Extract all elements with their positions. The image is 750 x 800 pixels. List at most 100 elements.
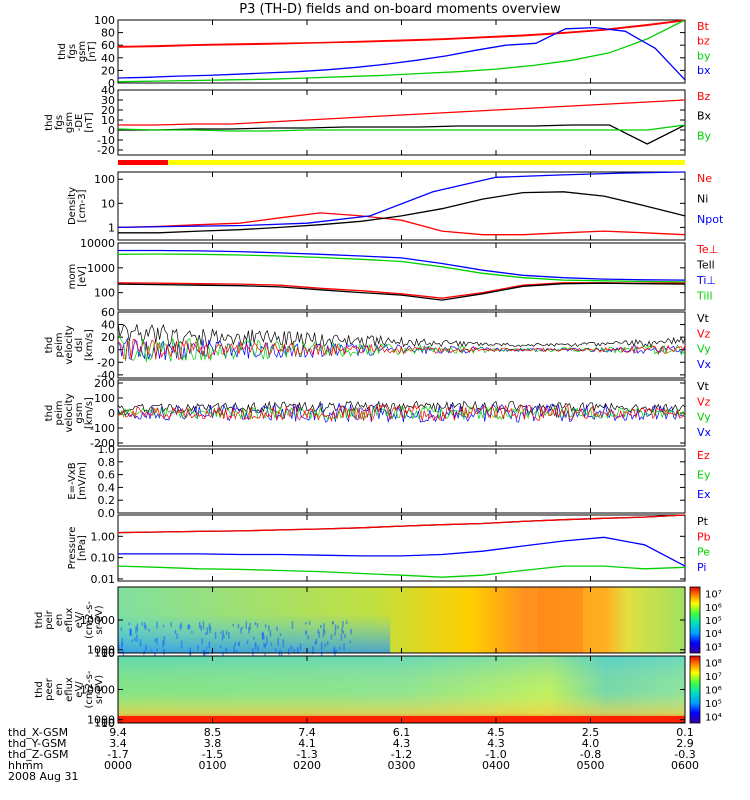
peir-speckle [222, 651, 224, 656]
xtick-value: 2.5 [582, 726, 600, 739]
peir-speckle [130, 629, 132, 637]
peir-speckle [248, 626, 250, 634]
ytick-label: 1.0 [98, 443, 116, 456]
peir-speckle [235, 650, 238, 654]
ytick-label: 1000 [87, 262, 115, 275]
ytick-label: 10000 [80, 684, 115, 697]
peir-speckle [266, 636, 268, 644]
figure-title: P3 (TH-D) fields and on-board moments ov… [239, 2, 561, 17]
legend-Bz: Bz [697, 90, 711, 103]
peir-speckle [342, 630, 344, 634]
peir-speckle [330, 634, 333, 640]
ytick-label: 0.2 [98, 494, 116, 507]
panel-frame [117, 242, 686, 311]
series-velocity-dsl-Vt [117, 322, 686, 348]
xtick-value: -1.2 [391, 748, 412, 761]
peir-speckle [332, 621, 334, 625]
peir-speckle [128, 622, 131, 626]
peir-speckle [162, 640, 164, 648]
ytick-label: 20 [101, 331, 115, 344]
series-pressure-Pi [118, 536, 686, 567]
ylabel-line: gsm [77, 41, 88, 62]
peir-speckle [344, 634, 346, 639]
legend-Vz: Vz [697, 395, 711, 408]
peir-speckle [288, 648, 290, 655]
peir-speckle [233, 645, 235, 653]
peir-speckle [277, 637, 280, 646]
peir-speckle [225, 649, 228, 654]
peir-speckle [234, 642, 236, 646]
ylabel-line: eV/ [74, 611, 85, 628]
peir-speckle [343, 643, 345, 651]
peir-speckle [131, 639, 133, 642]
ylabel-line: [nPa] [77, 535, 88, 561]
xrow-label-2: thd_Z-GSM [8, 748, 68, 761]
ytick-label: 0.8 [98, 456, 116, 469]
colorbar-tick: 10⁵ [705, 699, 722, 710]
legend-Ez: Ez [697, 449, 710, 462]
legend-Pi: Pi [697, 561, 706, 574]
peir-speckle [228, 632, 230, 639]
peir-speckle [293, 648, 295, 654]
xtick-value: 4.0 [582, 737, 600, 750]
xtick-value: 3.4 [109, 737, 127, 750]
legend-bx: bx [697, 64, 711, 77]
peir-speckle [334, 631, 336, 636]
legend-Tell: Tell [696, 259, 715, 272]
xtick-value: 2.9 [676, 737, 694, 750]
peir-speckle [162, 624, 165, 628]
ylabel-line: en [54, 614, 65, 627]
panel-efield: 0.00.20.40.60.81.0 E=-VxB [mV/m] Ez Ey Ex [67, 443, 711, 520]
peir-speckle [264, 643, 266, 648]
ytick-label: 10000 [80, 614, 115, 627]
ytick-label: 30 [101, 94, 115, 107]
peir-speckle [219, 645, 222, 649]
peir-speckle [189, 647, 191, 656]
xtick-value: 0500 [577, 759, 605, 772]
peir-speckle [143, 622, 146, 629]
xtick-value: -1.5 [202, 748, 223, 761]
series-temperature-Ti⊥ [118, 249, 686, 281]
ylabel-line: fgs [67, 44, 78, 59]
ylabel-line: velocity [64, 325, 75, 364]
ytick-label: 100 [94, 287, 115, 300]
ytick-label: 0.0 [98, 507, 116, 520]
peir-speckle [254, 641, 257, 646]
ylabel-line: thd [44, 114, 55, 131]
peir-speckle [156, 621, 158, 629]
ytick-label: 10 [101, 114, 115, 127]
xtick-value: 4.3 [487, 737, 505, 750]
ytick-label: 0.10 [91, 552, 116, 565]
peir-speckle [312, 646, 314, 655]
ylabel-line: Density [67, 187, 78, 225]
ytick-label: 10000 [80, 237, 115, 250]
peir-speckle [263, 642, 265, 648]
legend-Ex: Ex [697, 488, 711, 501]
ytick-label: -40 [97, 369, 115, 382]
xtick-value: 0300 [388, 759, 416, 772]
x-axis-ticks: thd_X-GSM thd_Y-GSM thd_Z-GSM hhmm 2008 … [8, 726, 699, 783]
ylabel-line: Pressure [67, 527, 78, 570]
legend-Ni: Ni [697, 193, 708, 206]
xtick-value: 4.5 [487, 726, 505, 739]
colorbar-tick: 10⁴ [705, 629, 722, 640]
peir-speckle [254, 622, 256, 625]
legend-Vx: Vx [697, 426, 712, 439]
series-velocity-dsl-Vy [117, 335, 686, 363]
ytick-label: 60 [101, 39, 115, 52]
legend-Vt: Vt [697, 312, 710, 325]
legend-Bx: Bx [697, 110, 712, 123]
legend-Pb: Pb [697, 530, 711, 543]
peir-speckle [163, 635, 166, 641]
xtick-value: 3.8 [204, 737, 222, 750]
peir-speckle [163, 641, 166, 645]
legend-Te⊥: Te⊥ [696, 243, 718, 256]
series-temperature-Tell [117, 282, 686, 301]
peir-speckle [307, 635, 309, 640]
peir-speckle [180, 622, 183, 628]
ylabel-line: [nT] [84, 112, 95, 132]
ylabel-line: E=-VxB [67, 462, 78, 499]
xtick-value: -1.0 [485, 748, 506, 761]
